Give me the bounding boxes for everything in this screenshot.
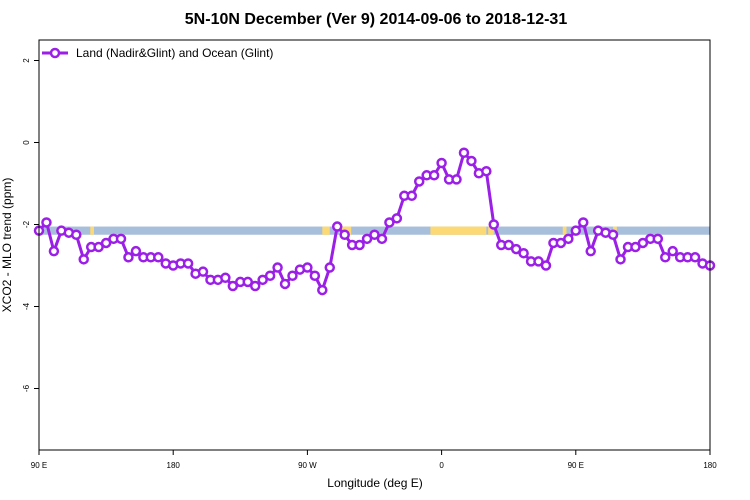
data-point (100, 237, 112, 249)
data-point (182, 258, 194, 269)
data-point (555, 237, 567, 249)
land-segment (90, 226, 94, 235)
data-point (578, 217, 589, 228)
y-tick-label: -4 (22, 302, 31, 310)
data-point (369, 229, 380, 240)
data-point (503, 239, 514, 251)
data-point (123, 252, 134, 263)
series-points-layer (33, 147, 716, 296)
data-point (220, 272, 231, 284)
x-tick-label: 0 (439, 461, 444, 470)
data-point (630, 241, 641, 253)
data-point (48, 245, 60, 257)
data-point (660, 252, 671, 263)
data-point (257, 274, 268, 286)
data-point (428, 170, 440, 181)
x-axis-label: Longitude (deg E) (327, 476, 422, 490)
data-point (652, 233, 664, 245)
data-point (585, 245, 596, 257)
data-point (115, 233, 127, 245)
data-point (689, 252, 701, 263)
x-tick-label: 180 (167, 461, 181, 470)
data-point (71, 229, 82, 240)
data-point (563, 233, 574, 245)
data-point (130, 245, 142, 257)
data-point (667, 245, 678, 257)
data-point (391, 213, 403, 224)
y-tick-label: -6 (22, 384, 31, 392)
data-point (488, 219, 500, 230)
data-point (41, 217, 52, 228)
data-point (384, 217, 395, 228)
y-tick-label: -2 (22, 220, 31, 228)
data-point (376, 233, 388, 245)
data-point (413, 176, 425, 187)
data-point (510, 243, 522, 255)
data-point (458, 147, 470, 158)
data-point (302, 262, 313, 273)
data-point (354, 239, 365, 251)
data-point (249, 280, 261, 292)
y-tick-label: 2 (22, 58, 31, 63)
data-point (518, 247, 529, 259)
data-point (436, 157, 447, 169)
data-point (324, 262, 336, 273)
data-point (406, 190, 418, 202)
data-point (570, 225, 582, 236)
series-line (37, 151, 711, 292)
x-tick-label: 90 E (568, 461, 584, 470)
plot-frame (38, 39, 711, 451)
y-axis-label: XCO2 - MLO trend (ppm) (0, 178, 14, 313)
x-axis-ticks: 90 E 180 90 W 0 90 E 180 (31, 450, 717, 470)
series-line-layer (37, 151, 711, 292)
chart-title: 5N-10N December (Ver 9) 2014-09-06 to 20… (185, 11, 568, 28)
legend-label: Land (Nadir&Glint) and Ocean (Glint) (76, 46, 273, 60)
data-point (264, 270, 276, 281)
data-point (451, 174, 462, 185)
data-point (637, 237, 649, 249)
data-point (615, 254, 626, 265)
y-tick-label: 0 (22, 140, 31, 145)
data-point (78, 254, 89, 265)
data-point (227, 280, 239, 292)
y-axis-ticks: 2 0 -2 -4 -6 (22, 58, 39, 392)
data-point (153, 252, 164, 263)
data-point (466, 155, 477, 167)
data-point (533, 256, 544, 267)
x-tick-label: 180 (703, 461, 717, 470)
data-point (93, 241, 104, 253)
data-point (242, 276, 254, 288)
legend-marker-swatch (49, 47, 61, 59)
x-tick-label: 90 E (31, 461, 47, 470)
data-point (540, 260, 552, 271)
land-segment (430, 226, 487, 235)
data-point (309, 270, 321, 281)
land-segment (322, 226, 330, 235)
data-point (287, 270, 298, 281)
x-tick-label: 90 W (298, 461, 317, 470)
data-point (607, 229, 619, 240)
data-point (339, 229, 350, 240)
data-point (361, 233, 373, 245)
data-point (272, 262, 283, 273)
data-point (331, 221, 343, 232)
data-point (481, 165, 492, 177)
land-segment (562, 226, 567, 235)
data-point (317, 284, 328, 296)
legend: Land (Nadir&Glint) and Ocean (Glint) (42, 46, 273, 60)
land-segment (488, 226, 494, 235)
data-point (197, 266, 209, 277)
data-point (279, 278, 291, 290)
